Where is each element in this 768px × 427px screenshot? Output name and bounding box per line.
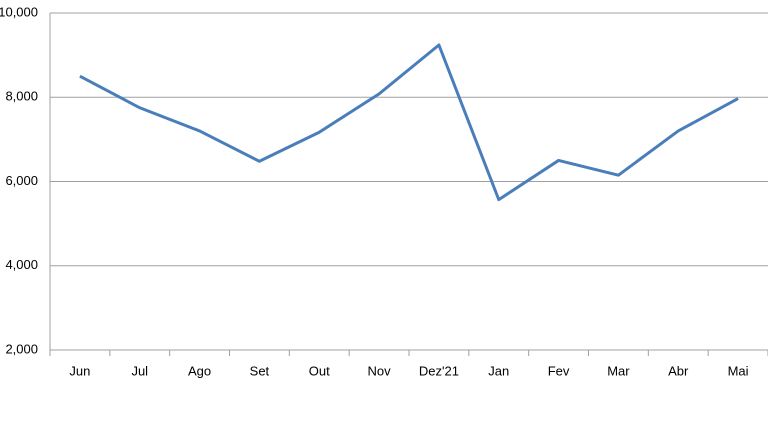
- y-tick-label: 2,000: [5, 341, 38, 356]
- x-tick-label: Mar: [607, 363, 630, 378]
- y-tick-label: 10,000: [0, 4, 38, 19]
- x-tick-label: Out: [309, 363, 330, 378]
- data-line: [79, 43, 739, 202]
- y-tick-label: 6,000: [5, 173, 38, 188]
- x-tick-label: Abr: [668, 363, 689, 378]
- y-tick-label: 8,000: [5, 89, 38, 104]
- x-tick-label: Jun: [69, 363, 90, 378]
- x-tick-label: Ago: [188, 363, 211, 378]
- x-tick-label: Jan: [488, 363, 509, 378]
- y-tick-label: 4,000: [5, 257, 38, 272]
- x-tick-label: Jul: [131, 363, 148, 378]
- x-tick-label: Set: [250, 363, 270, 378]
- x-tick-label: Nov: [368, 363, 392, 378]
- x-tick-label: Fev: [548, 363, 570, 378]
- x-tick-label: Mai: [728, 363, 749, 378]
- x-tick-label: Dez'21: [419, 363, 459, 378]
